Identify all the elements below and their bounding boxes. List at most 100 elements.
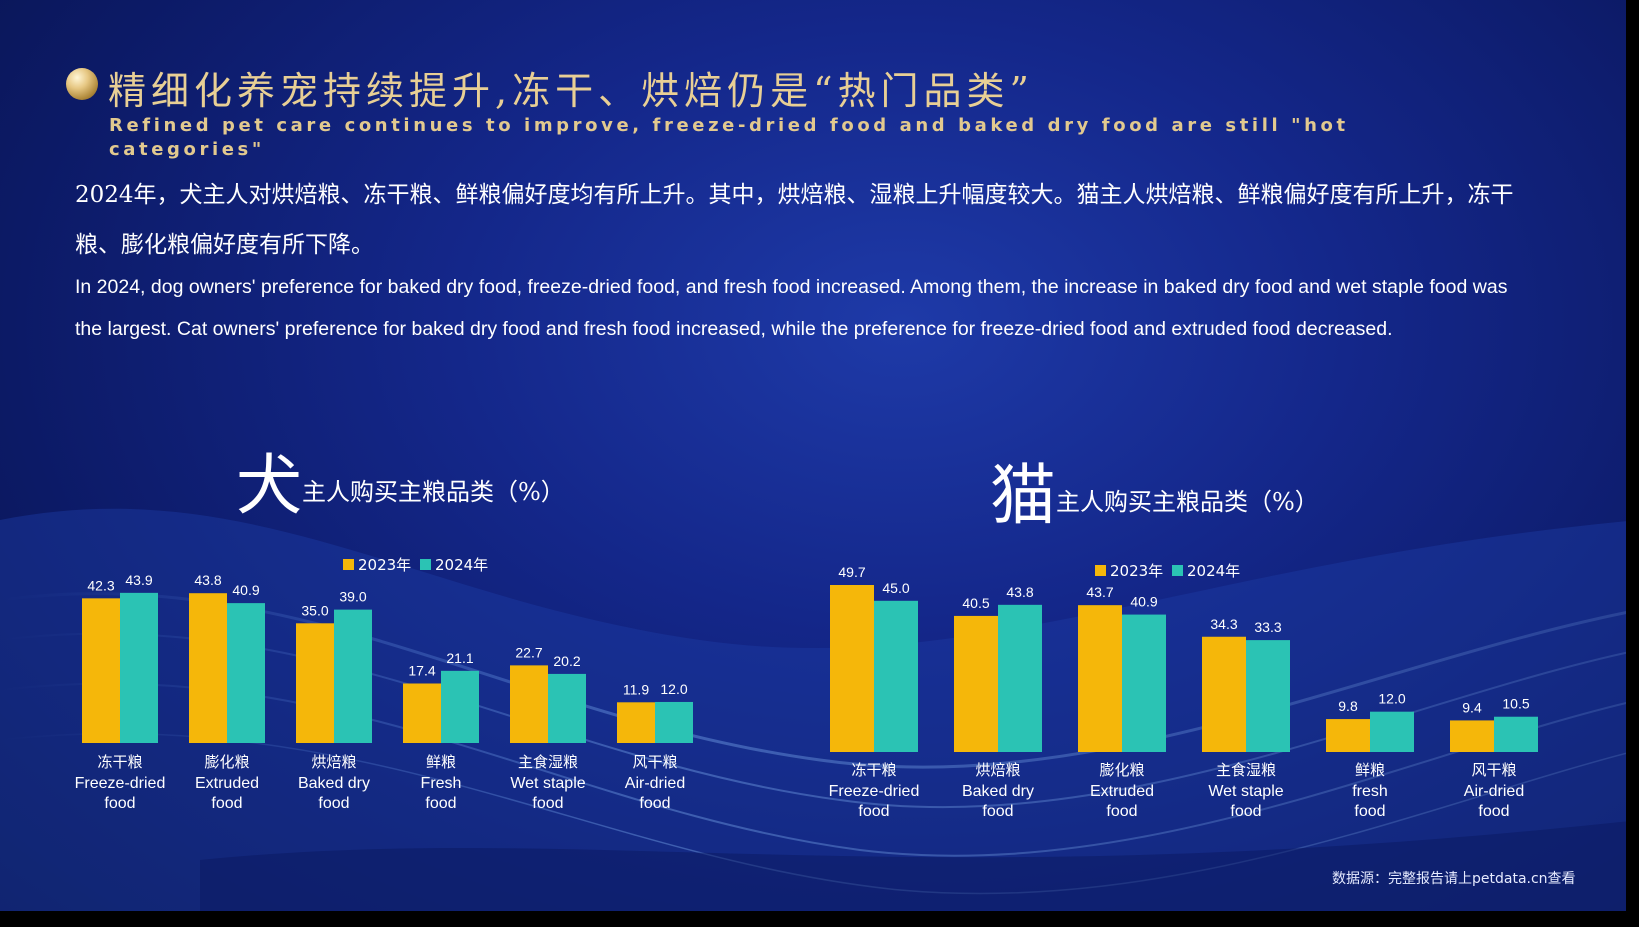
dog-bar-2-0 bbox=[296, 623, 334, 743]
dog-chart-title: 犬主人购买主粮品类（%） bbox=[236, 432, 565, 528]
description-english: In 2024, dog owners' preference for bake… bbox=[75, 276, 1508, 340]
cat-value-label-4-1: 12.0 bbox=[1378, 691, 1405, 707]
dog-value-label-0-1: 43.9 bbox=[125, 572, 152, 588]
dog-legend-label-0: 2023年 bbox=[358, 556, 411, 574]
right-black-edge bbox=[1626, 0, 1639, 927]
dog-tick-cn-3: 鲜粮 bbox=[426, 753, 456, 771]
dog-bar-0-0 bbox=[82, 598, 120, 743]
cat-tick-en-5-1: food bbox=[1478, 803, 1509, 820]
cat-bar-5-0 bbox=[1450, 720, 1494, 752]
cat-tick-en-4-1: food bbox=[1354, 803, 1385, 820]
cat-tick-en-1-0: Baked dry bbox=[962, 783, 1034, 800]
cat-legend-label-1: 2024年 bbox=[1187, 562, 1240, 580]
dog-value-label-3-0: 17.4 bbox=[408, 662, 435, 678]
dog-bar-3-1 bbox=[441, 670, 479, 743]
cat-bar-3-0 bbox=[1202, 636, 1246, 752]
title-bullet-icon bbox=[66, 68, 98, 100]
dog-tick-cn-0: 冻干粮 bbox=[97, 753, 142, 771]
dog-bar-4-1 bbox=[548, 673, 586, 743]
cat-tick-en-0-1: food bbox=[858, 803, 889, 820]
cat-tick-en-0-0: Freeze-dried bbox=[829, 783, 920, 800]
dog-tick-en-4-1: food bbox=[532, 795, 563, 812]
dog-bar-0-1 bbox=[120, 592, 158, 743]
cat-bar-3-1 bbox=[1246, 640, 1290, 752]
dog-tick-en-0-1: food bbox=[104, 795, 135, 812]
dog-value-label-2-1: 39.0 bbox=[339, 589, 366, 605]
dog-tick-cn-2: 烘焙粮 bbox=[311, 753, 356, 771]
dog-bar-5-1 bbox=[655, 701, 693, 743]
dog-value-label-5-0: 11.9 bbox=[623, 681, 649, 697]
cat-chart-title-big: 猫 bbox=[990, 457, 1056, 534]
dog-value-label-1-0: 43.8 bbox=[194, 572, 221, 588]
dog-tick-en-1-0: Extruded bbox=[195, 775, 259, 792]
dog-tick-cn-4: 主食湿粮 bbox=[518, 753, 578, 771]
cat-value-label-0-1: 45.0 bbox=[882, 580, 909, 596]
cat-chart-title: 猫主人购买主粮品类（%） bbox=[990, 442, 1319, 538]
cat-bar-1-1 bbox=[998, 604, 1042, 752]
cat-bar-4-0 bbox=[1326, 719, 1370, 752]
cat-bar-2-1 bbox=[1122, 614, 1166, 752]
dog-tick-en-2-1: food bbox=[318, 795, 349, 812]
cat-tick-cn-4: 鲜粮 bbox=[1355, 761, 1385, 779]
cat-tick-cn-0: 冻干粮 bbox=[851, 761, 896, 779]
cat-tick-en-1-1: food bbox=[982, 803, 1013, 820]
cat-tick-cn-3: 主食湿粮 bbox=[1216, 761, 1276, 779]
cat-tick-en-2-1: food bbox=[1106, 803, 1137, 820]
dog-value-label-0-0: 42.3 bbox=[87, 577, 114, 593]
cat-value-label-5-0: 9.4 bbox=[1462, 699, 1482, 715]
cat-tick-en-4-0: fresh bbox=[1352, 783, 1388, 800]
dog-tick-en-2-0: Baked dry bbox=[298, 775, 370, 792]
dog-tick-cn-1: 膨化粮 bbox=[204, 753, 249, 771]
cat-bar-0-0 bbox=[830, 585, 874, 752]
title-chinese: 精细化养宠持续提升,冻干、烘焙仍是“热门品类” bbox=[108, 69, 1034, 113]
dog-tick-en-0-0: Freeze-dried bbox=[75, 775, 166, 792]
cat-value-label-2-0: 43.7 bbox=[1086, 584, 1113, 600]
cat-value-label-0-0: 49.7 bbox=[838, 564, 865, 580]
dog-legend-swatch-0 bbox=[343, 559, 354, 570]
source-note: 数据源：完整报告请上petdata.cn查看 bbox=[1332, 871, 1576, 887]
cat-bar-2-0 bbox=[1078, 605, 1122, 752]
dog-bar-2-1 bbox=[334, 609, 372, 743]
dog-value-label-3-1: 21.1 bbox=[446, 650, 473, 666]
dog-value-label-1-1: 40.9 bbox=[232, 582, 259, 598]
dog-bar-4-0 bbox=[510, 665, 548, 743]
dog-bar-5-0 bbox=[617, 702, 655, 743]
dog-chart-title-rest: 主人购买主粮品类（%） bbox=[302, 478, 565, 506]
cat-bar-4-1 bbox=[1370, 711, 1414, 752]
cat-tick-en-3-0: Wet staple bbox=[1208, 783, 1283, 800]
cat-tick-cn-1: 烘焙粮 bbox=[975, 761, 1020, 779]
cat-tick-en-3-1: food bbox=[1230, 803, 1261, 820]
cat-bar-5-1 bbox=[1494, 716, 1538, 752]
dog-chart-title-big: 犬 bbox=[236, 447, 302, 524]
dog-tick-en-5-1: food bbox=[639, 795, 670, 812]
cat-value-label-5-1: 10.5 bbox=[1502, 696, 1529, 712]
dog-tick-en-3-0: Fresh bbox=[421, 775, 462, 792]
dog-tick-en-5-0: Air-dried bbox=[625, 775, 685, 792]
dog-bar-1-1 bbox=[227, 603, 265, 743]
cat-bar-0-1 bbox=[874, 600, 918, 752]
dog-legend-label-1: 2024年 bbox=[435, 556, 488, 574]
dog-bar-3-0 bbox=[403, 683, 441, 743]
cat-chart-title-rest: 主人购买主粮品类（%） bbox=[1056, 488, 1319, 516]
cat-legend-label-0: 2023年 bbox=[1110, 562, 1163, 580]
cat-legend-swatch-1 bbox=[1172, 565, 1183, 576]
dog-tick-en-1-1: food bbox=[211, 795, 242, 812]
cat-tick-cn-2: 膨化粮 bbox=[1099, 761, 1144, 779]
cat-value-label-2-1: 40.9 bbox=[1130, 594, 1157, 610]
cat-value-label-1-0: 40.5 bbox=[962, 595, 989, 611]
dog-tick-en-3-1: food bbox=[425, 795, 456, 812]
dog-value-label-2-0: 35.0 bbox=[301, 602, 328, 618]
dog-value-label-4-0: 22.7 bbox=[515, 644, 542, 660]
cat-value-label-3-1: 33.3 bbox=[1254, 619, 1281, 635]
dog-tick-cn-5: 风干粮 bbox=[632, 753, 677, 771]
cat-value-label-4-0: 9.8 bbox=[1338, 698, 1358, 714]
dog-legend-swatch-1 bbox=[420, 559, 431, 570]
cat-legend-swatch-0 bbox=[1095, 565, 1106, 576]
cat-tick-en-5-0: Air-dried bbox=[1464, 783, 1524, 800]
cat-bar-1-0 bbox=[954, 615, 998, 752]
description-chinese: 2024年，犬主人对烘焙粮、冻干粮、鲜粮偏好度均有所上升。其中，烘焙粮、湿粮上升… bbox=[75, 182, 1514, 258]
cat-value-label-1-1: 43.8 bbox=[1006, 584, 1033, 600]
